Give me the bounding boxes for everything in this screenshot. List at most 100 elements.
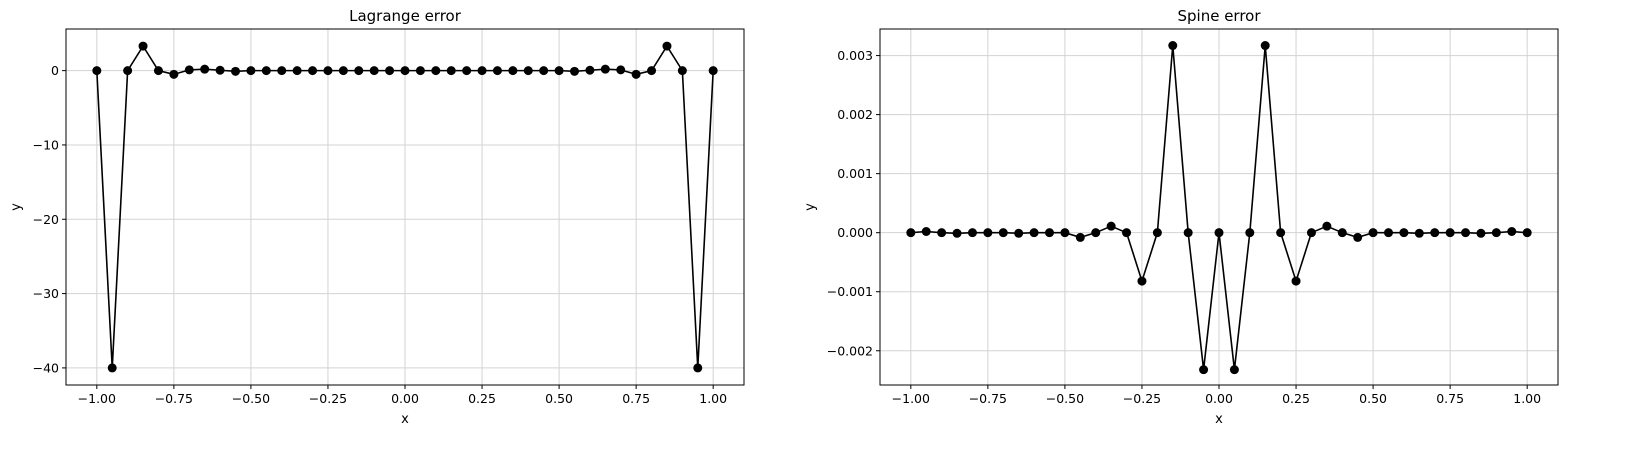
lagrange-data-point [231, 66, 240, 76]
spline-chart-title: Spine error [1177, 7, 1261, 25]
spline-data-point [1414, 228, 1424, 238]
spline-x-tick-label: 0.00 [1205, 391, 1233, 406]
lagrange-y-tick-label: −10 [33, 137, 59, 152]
lagrange-data-point [708, 66, 718, 76]
lagrange-data-point [647, 66, 657, 76]
lagrange-data-point [153, 66, 163, 76]
spline-data-point [906, 228, 916, 238]
spline-data-point [1199, 365, 1209, 375]
lagrange-y-tick-label: −30 [33, 286, 59, 301]
spline-data-point [1183, 228, 1193, 238]
spline-data-point [1214, 228, 1224, 238]
spline-data-point [1045, 228, 1054, 238]
lagrange-data-point [261, 66, 271, 76]
lagrange-data-point [523, 66, 533, 76]
lagrange-error-panel: −1.00 −0.75 −0.50 −0.25 0.00 0.25 0.50 0.75 1.00… [9, 7, 745, 427]
lagrange-x-tick-label: 0.75 [622, 391, 650, 406]
spline-y-axis-label: y [803, 203, 818, 211]
spline-x-tick-label: −0.75 [969, 391, 1007, 406]
lagrange-data-point [462, 66, 472, 76]
spline-data-point [1276, 228, 1286, 238]
spline-data-point [1245, 228, 1255, 238]
lagrange-data-point [323, 66, 333, 76]
spline-data-point [952, 228, 962, 238]
spline-y-tick-label: 0.002 [837, 107, 873, 122]
spline-data-point [1060, 228, 1070, 238]
spline-data-point [1476, 228, 1486, 238]
lagrange-data-point [431, 66, 441, 76]
spline-data-point [1137, 276, 1147, 286]
spline-data-point [1507, 227, 1517, 237]
lagrange-data-point [308, 66, 318, 76]
lagrange-chart-title: Lagrange error [349, 7, 462, 25]
lagrange-data-point [292, 66, 302, 76]
lagrange-data-point [169, 69, 179, 79]
spline-x-tick-label: 0.25 [1282, 391, 1310, 406]
spline-data-point [1029, 228, 1039, 238]
spline-y-tick-label: 0.003 [837, 48, 873, 63]
spline-x-tick-label: −0.50 [1046, 391, 1084, 406]
lagrange-data-point [138, 41, 148, 51]
spline-data-point [1168, 41, 1178, 51]
lagrange-data-point [477, 66, 487, 76]
spline-data-point [1014, 228, 1024, 238]
spline-data-point [1353, 232, 1363, 242]
lagrange-data-point [338, 66, 348, 76]
spline-data-point [983, 228, 993, 238]
spline-data-point [1260, 41, 1270, 51]
spline-data-point [937, 228, 947, 238]
spline-data-point [1430, 228, 1440, 238]
lagrange-data-point [492, 66, 502, 76]
spline-y-tick-label: −0.001 [827, 284, 873, 299]
spline-data-point [1384, 228, 1393, 238]
spline-y-tick-label: −0.002 [827, 343, 873, 358]
lagrange-plot-frame [65, 28, 745, 386]
lagrange-data-point [446, 66, 456, 76]
spline-data-point [998, 228, 1008, 238]
spline-data-point [1445, 228, 1455, 238]
spline-x-axis-label: x [1215, 412, 1223, 427]
lagrange-data-point [616, 65, 626, 75]
spline-data-point [967, 228, 977, 238]
lagrange-data-point [662, 41, 672, 51]
spline-y-tick-label: 0.001 [837, 166, 873, 181]
spline-data-point [1368, 228, 1378, 238]
lagrange-x-axis-label: x [401, 412, 409, 427]
lagrange-y-tick-label: −20 [33, 212, 59, 227]
lagrange-x-tick-label: −0.75 [155, 391, 193, 406]
lagrange-x-tick-label: 0.25 [468, 391, 496, 406]
spline-data-point [1522, 228, 1532, 238]
lagrange-data-point [585, 65, 595, 75]
lagrange-x-tick-label: 1.00 [699, 391, 727, 406]
spline-data-point [1122, 228, 1132, 238]
spline-data-point [1075, 232, 1085, 242]
lagrange-y-tick-label: 0 [51, 63, 59, 78]
spline-data-point [1491, 228, 1501, 238]
spline-x-tick-label: 0.75 [1436, 391, 1464, 406]
spline-data-point [1106, 221, 1116, 231]
lagrange-y-axis-label: y [9, 203, 24, 211]
lagrange-data-point [554, 66, 564, 76]
lagrange-data-point [246, 66, 256, 76]
spline-y-tick-label: 0.000 [837, 225, 873, 240]
spline-data-point [1337, 228, 1347, 238]
lagrange-y-tick-label: −40 [33, 360, 59, 375]
lagrange-data-point [123, 66, 133, 76]
lagrange-data-point [354, 66, 364, 76]
lagrange-data-point [400, 66, 410, 76]
spline-x-tick-label: 0.50 [1359, 391, 1387, 406]
lagrange-data-point [415, 66, 425, 76]
lagrange-data-point [600, 64, 610, 74]
spline-error-panel: −1.00 −0.75 −0.50 −0.25 0.00 0.25 0.50 0.75 1.00… [803, 7, 1559, 427]
spline-x-tick-label: −0.25 [1123, 391, 1161, 406]
spline-data-point [1322, 221, 1332, 231]
lagrange-x-tick-label: −0.50 [232, 391, 270, 406]
lagrange-data-point [508, 66, 518, 76]
spline-x-tick-label: 1.00 [1513, 391, 1541, 406]
lagrange-data-point [277, 66, 287, 76]
lagrange-data-point [92, 66, 102, 76]
lagrange-x-tick-label: 0.00 [391, 391, 419, 406]
lagrange-data-point [693, 363, 703, 373]
spline-data-point [1152, 228, 1162, 238]
